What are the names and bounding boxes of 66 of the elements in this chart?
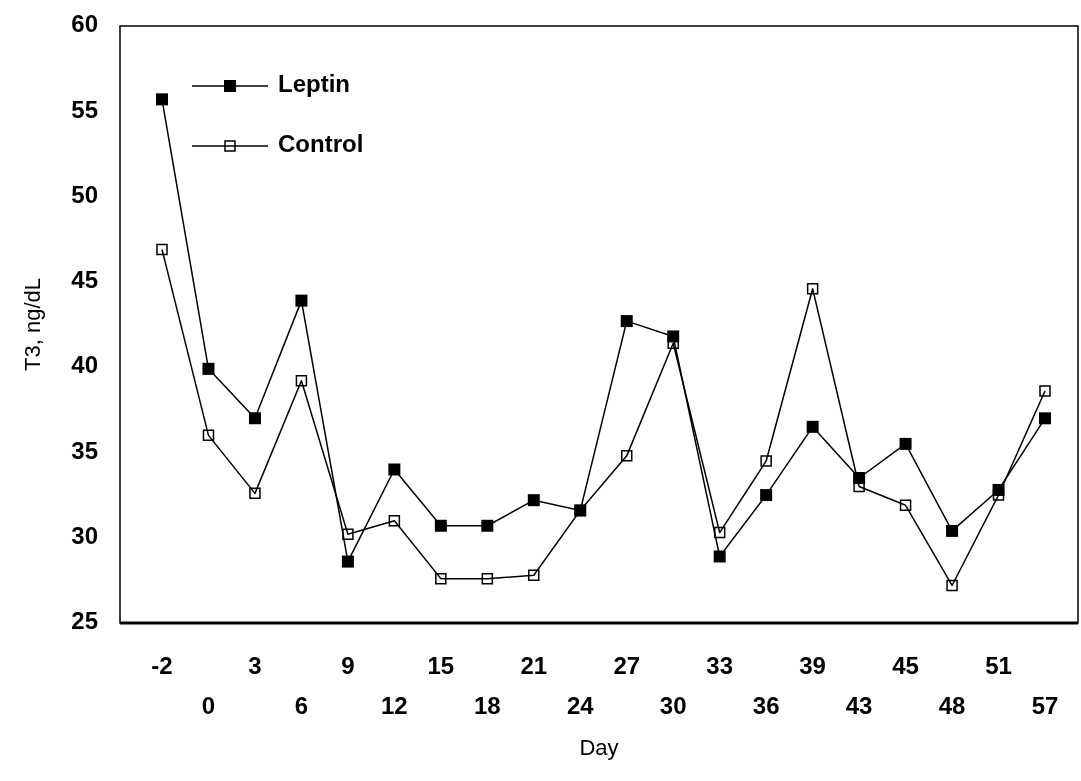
point: [249, 487, 261, 500]
y-tick-label: 45: [71, 266, 98, 294]
point: [202, 429, 215, 442]
x-tick-label: 21: [520, 652, 548, 680]
point: [528, 569, 540, 581]
y-tick-label: 50: [71, 180, 98, 208]
x-tick-label: 48: [938, 692, 966, 720]
point: [527, 494, 540, 507]
point: [295, 294, 308, 307]
y-tick-label: 40: [71, 351, 98, 379]
point: [481, 519, 494, 532]
point: [156, 93, 168, 106]
point: [341, 555, 354, 568]
point: [1039, 412, 1051, 425]
point: [992, 489, 1005, 501]
point: [434, 519, 447, 532]
x-tick-label: 3: [248, 652, 262, 680]
point: [481, 572, 494, 585]
y-tick-label: 55: [71, 95, 98, 123]
point: [853, 480, 865, 493]
y-tick-label: 25: [71, 607, 98, 635]
x-tick-label: 0: [201, 692, 216, 720]
point: [760, 489, 773, 502]
y-tick-label: 35: [71, 436, 98, 464]
point: [946, 579, 958, 592]
point: [713, 526, 726, 539]
point: [899, 499, 912, 512]
x-tick-label: -2: [151, 652, 173, 680]
point: [295, 375, 308, 387]
y-tick-label: 60: [71, 10, 98, 38]
x-tick-label: 27: [613, 652, 641, 680]
point: [946, 524, 959, 537]
point: [156, 243, 168, 256]
point: [620, 450, 633, 462]
x-tick-label: 45: [892, 652, 919, 680]
point: [342, 528, 354, 541]
point: [620, 315, 633, 328]
point: [248, 412, 261, 425]
x-tick-label: 18: [473, 692, 501, 720]
x-tick-label: 51: [985, 652, 1012, 680]
point: [202, 362, 215, 375]
x-tick-label: 33: [706, 652, 734, 680]
legend-label: Control: [278, 130, 364, 158]
x-tick-label: 30: [659, 692, 687, 720]
point: [806, 282, 819, 295]
y-axis-title: T3, ng/dL: [19, 278, 45, 371]
x-tick-label: 57: [1031, 692, 1059, 720]
point: [806, 420, 819, 433]
x-tick-label: 36: [752, 692, 780, 720]
x-tick-label: 39: [799, 652, 826, 680]
point: [1039, 385, 1051, 397]
x-tick-label: 43: [845, 692, 873, 720]
legend-label: Leptin: [278, 70, 350, 98]
y-tick-label: 30: [71, 522, 98, 550]
x-tick-label: 6: [294, 692, 309, 720]
x-tick-label: 12: [381, 692, 408, 720]
point: [388, 514, 401, 527]
point: [435, 572, 447, 585]
x-tick-label: 9: [341, 652, 355, 680]
point: [760, 455, 772, 467]
point: [899, 437, 912, 450]
x-tick-label: 24: [566, 692, 595, 720]
x-tick-label: 15: [427, 652, 455, 680]
point: [388, 463, 401, 476]
point: [713, 550, 726, 563]
x-axis-title: Day: [579, 735, 619, 760]
